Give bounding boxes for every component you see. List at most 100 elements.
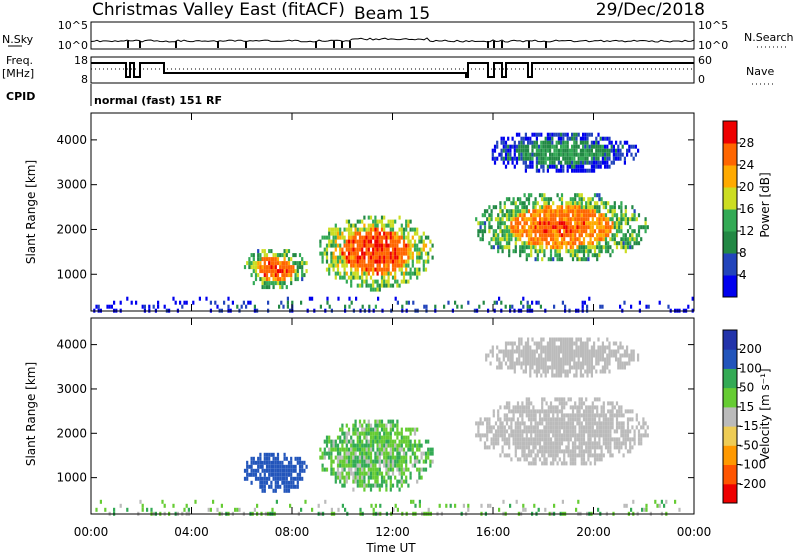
data-cell bbox=[543, 193, 546, 198]
data-cell bbox=[341, 459, 344, 464]
data-cell bbox=[261, 285, 264, 290]
data-cell bbox=[560, 357, 563, 362]
data-cell bbox=[554, 445, 557, 450]
data-cell bbox=[367, 443, 370, 448]
data-cell bbox=[513, 140, 516, 145]
data-cell bbox=[580, 429, 583, 434]
data-cell bbox=[389, 439, 392, 444]
data-cell bbox=[367, 255, 370, 260]
data-cell bbox=[270, 261, 273, 266]
data-cell bbox=[526, 300, 529, 305]
data-cell bbox=[613, 209, 616, 214]
data-cell bbox=[563, 397, 566, 402]
data-cell bbox=[521, 229, 524, 234]
data-cell bbox=[589, 441, 592, 446]
data-cell bbox=[660, 499, 663, 504]
data-cell bbox=[339, 235, 342, 240]
data-cell bbox=[542, 349, 545, 354]
data-cell bbox=[516, 225, 520, 230]
data-cell bbox=[568, 148, 571, 153]
data-cell bbox=[352, 471, 355, 476]
data-cell bbox=[398, 263, 401, 268]
data-cell bbox=[330, 467, 333, 472]
data-cell bbox=[519, 237, 522, 242]
data-cell bbox=[400, 471, 403, 476]
data-cell bbox=[556, 433, 559, 438]
data-cell bbox=[290, 464, 293, 469]
data-cell bbox=[545, 209, 548, 214]
data-cell bbox=[576, 213, 579, 218]
data-cell bbox=[350, 279, 353, 284]
data-cell bbox=[376, 423, 379, 428]
data-cell bbox=[341, 467, 344, 472]
data-cell bbox=[529, 353, 532, 358]
data-cell bbox=[619, 152, 622, 157]
data-cell bbox=[503, 413, 506, 418]
data-cell bbox=[493, 156, 497, 161]
data-cell bbox=[586, 337, 589, 342]
data-cell bbox=[385, 283, 388, 288]
data-cell bbox=[398, 487, 401, 492]
data-cell bbox=[301, 460, 304, 465]
data-cell bbox=[590, 369, 593, 374]
data-cell bbox=[405, 443, 408, 448]
data-cell bbox=[497, 217, 500, 222]
data-cell bbox=[530, 237, 533, 242]
data-cell bbox=[609, 229, 612, 234]
data-cell bbox=[522, 152, 525, 157]
data-cell bbox=[281, 460, 284, 465]
data-cell bbox=[538, 409, 542, 414]
data-cell bbox=[398, 455, 401, 460]
data-cell bbox=[361, 243, 364, 248]
data-cell bbox=[574, 425, 577, 430]
data-cell bbox=[530, 437, 533, 442]
data-cell bbox=[564, 337, 567, 342]
data-cell bbox=[305, 261, 308, 266]
data-cell bbox=[575, 373, 578, 378]
data-cell bbox=[361, 463, 364, 468]
data-cell bbox=[402, 259, 406, 264]
data-cell bbox=[358, 447, 362, 452]
data-cell bbox=[609, 453, 612, 458]
data-cell bbox=[538, 144, 541, 149]
data-cell bbox=[565, 209, 568, 214]
data-cell bbox=[396, 455, 399, 460]
data-cell bbox=[247, 300, 250, 305]
data-cell bbox=[354, 251, 357, 256]
data-cell bbox=[530, 245, 533, 250]
data-cell bbox=[527, 437, 531, 442]
data-cell bbox=[578, 241, 581, 246]
data-cell bbox=[326, 300, 329, 305]
data-cell bbox=[543, 433, 546, 438]
data-cell bbox=[580, 425, 583, 430]
data-cell bbox=[556, 209, 559, 214]
data-cell bbox=[354, 447, 357, 452]
data-cell bbox=[385, 447, 388, 452]
data-cell bbox=[330, 251, 333, 256]
data-cell bbox=[126, 296, 129, 301]
data-cell bbox=[524, 369, 527, 374]
data-cell bbox=[555, 132, 558, 137]
data-cell bbox=[407, 255, 410, 260]
data-cell bbox=[555, 357, 558, 362]
data-cell bbox=[497, 241, 500, 246]
data-cell bbox=[510, 417, 513, 422]
data-cell bbox=[574, 233, 577, 238]
data-cell bbox=[640, 225, 643, 230]
data-cell bbox=[396, 427, 399, 432]
data-cell bbox=[564, 156, 567, 161]
data-cell bbox=[644, 221, 647, 226]
data-cell bbox=[540, 140, 543, 145]
data-cell bbox=[263, 484, 266, 489]
data-cell bbox=[591, 405, 594, 410]
data-cell bbox=[580, 241, 583, 246]
data-cell bbox=[514, 405, 517, 410]
data-cell bbox=[582, 449, 586, 454]
data-cell bbox=[593, 433, 597, 438]
data-cell bbox=[525, 397, 528, 402]
data-cell bbox=[427, 251, 430, 256]
data-cell bbox=[376, 251, 379, 256]
data-cell bbox=[598, 229, 601, 234]
data-cell bbox=[398, 283, 401, 288]
data-cell bbox=[597, 156, 600, 161]
